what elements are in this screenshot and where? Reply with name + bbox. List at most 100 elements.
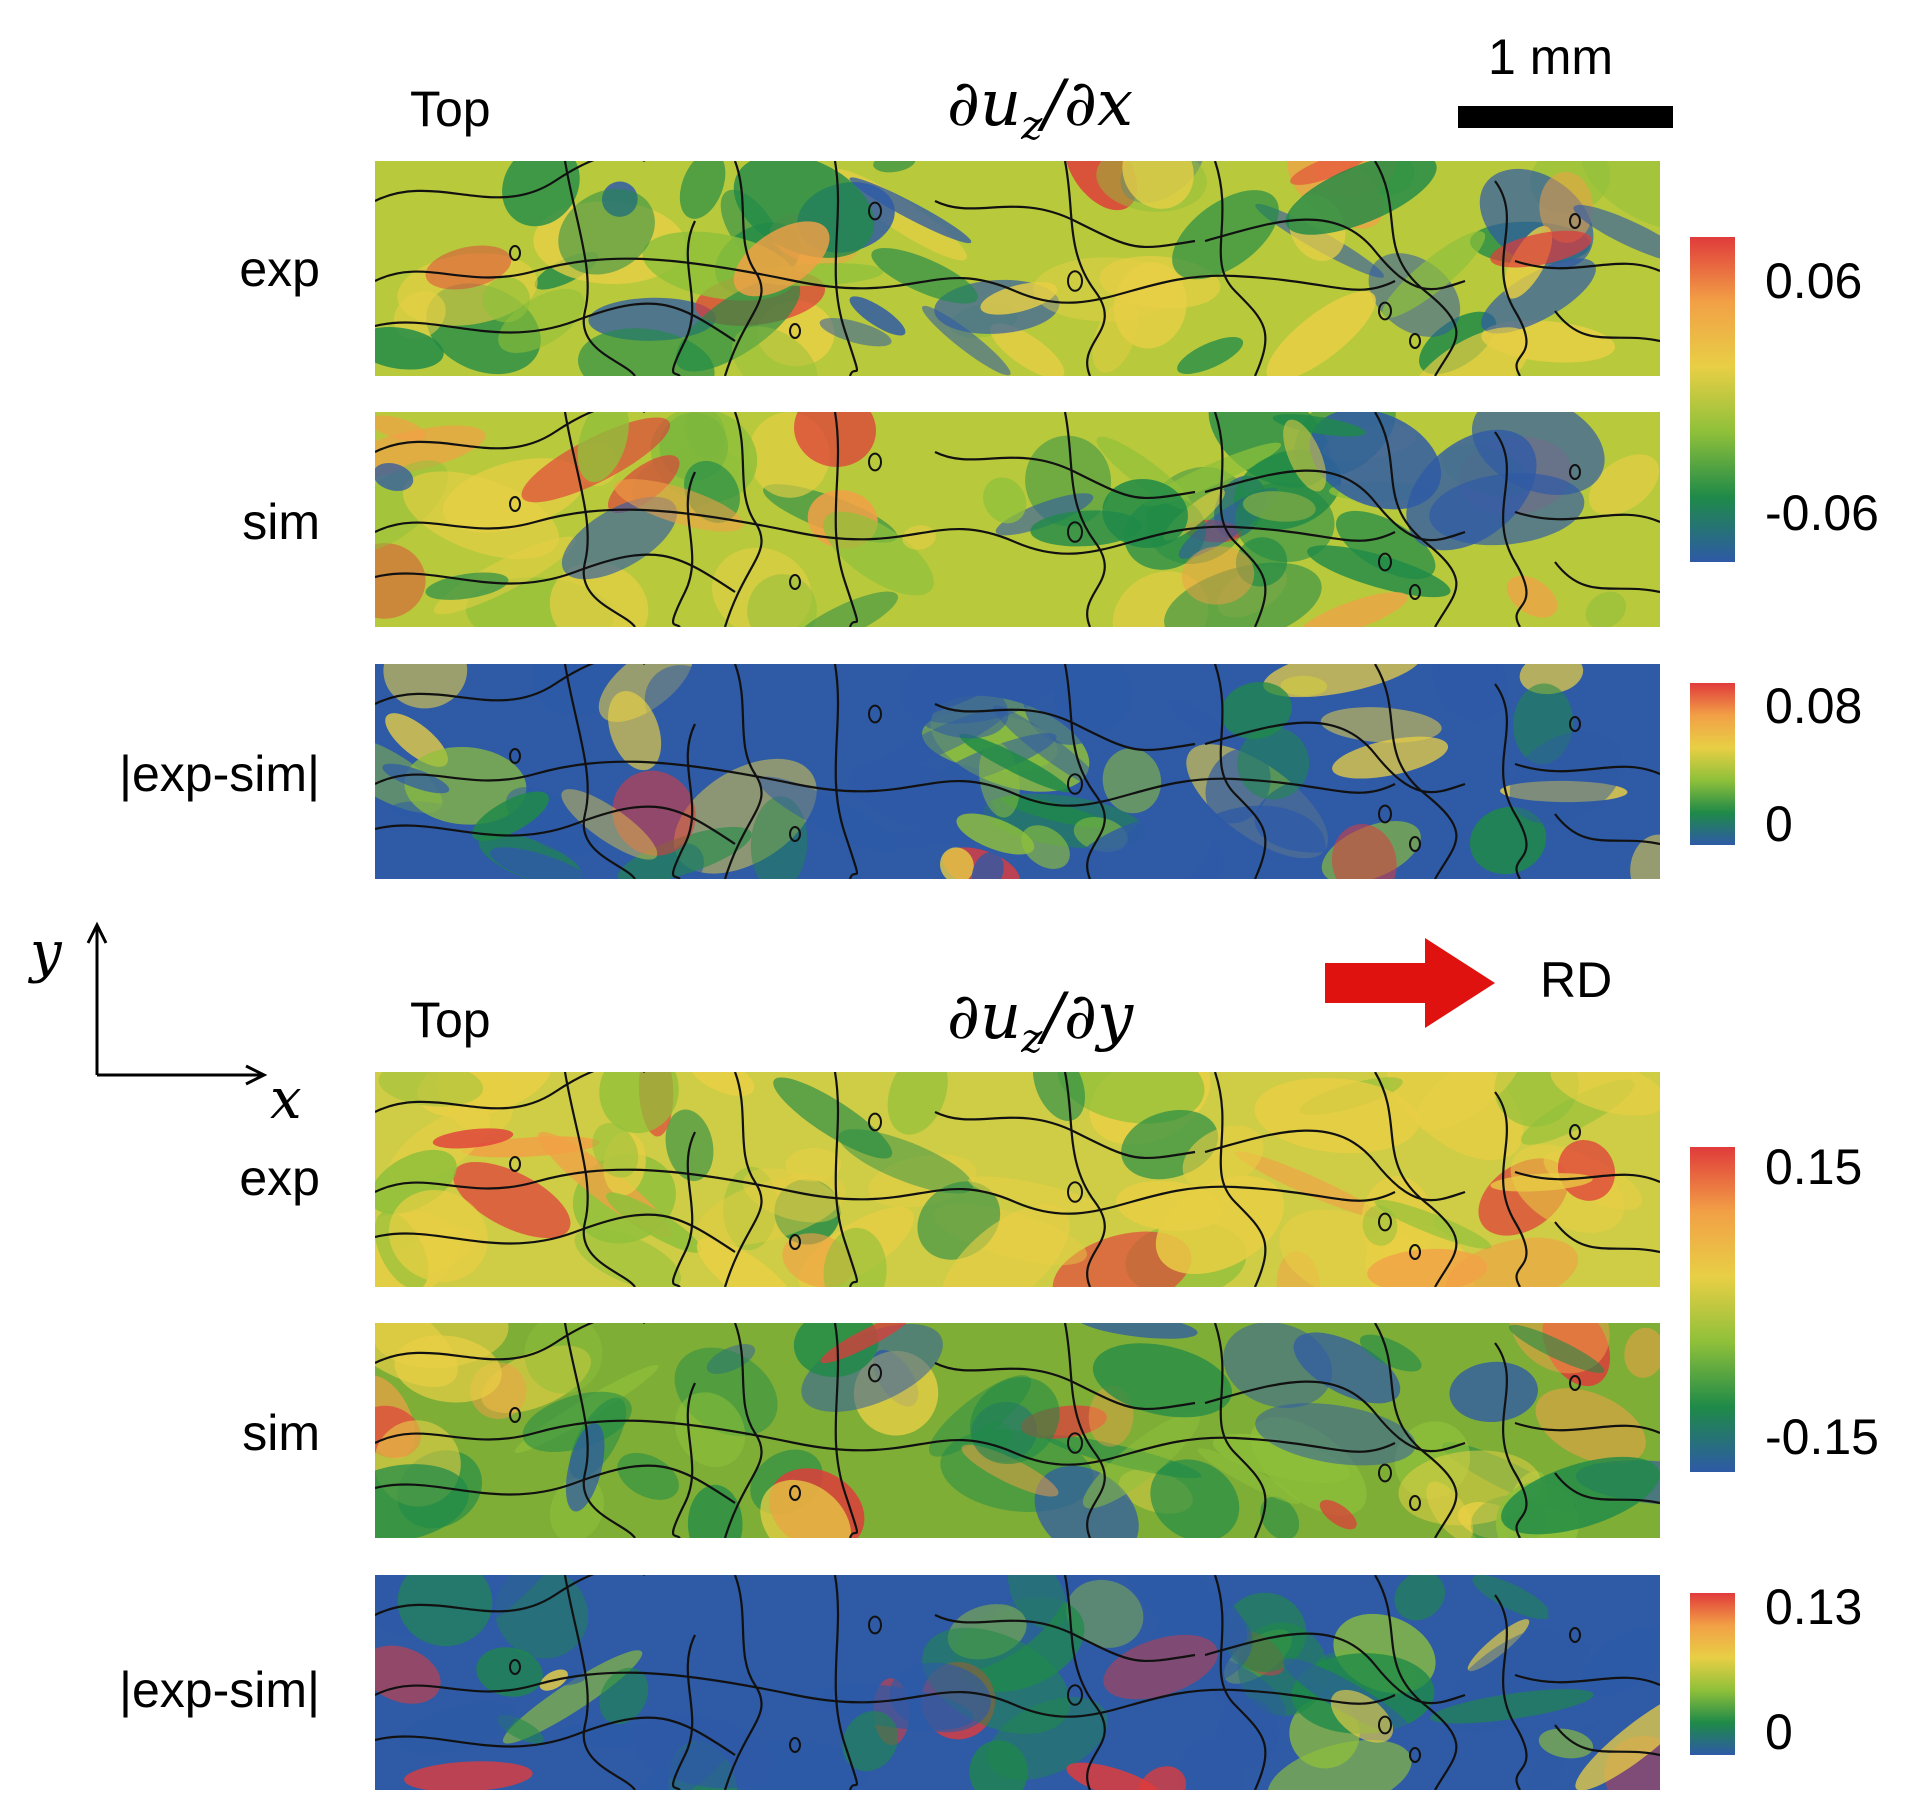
map-patch: [774, 1179, 841, 1245]
grain-loop: [868, 704, 882, 724]
map-patch: [819, 317, 892, 347]
grain-boundary: [833, 664, 859, 879]
map-patch: [375, 543, 426, 619]
map-patch: [990, 323, 1065, 376]
row-label-exp: exp: [239, 241, 320, 297]
grain-boundary: [563, 1072, 636, 1287]
map-patch: [476, 1647, 543, 1697]
map-patch: [971, 851, 1004, 879]
map-patch: [1187, 1653, 1286, 1720]
y-axis-label: y: [30, 920, 62, 985]
map-patch: [1426, 1481, 1474, 1538]
map-patch: [731, 326, 818, 376]
grain-boundary: [375, 805, 736, 845]
map-patch: [1266, 291, 1376, 376]
map-patch: [398, 1701, 517, 1754]
grain-boundary: [1213, 412, 1267, 627]
map-patch: [1007, 1575, 1067, 1629]
map-patch: [1293, 1332, 1401, 1404]
map-patch: [871, 248, 978, 304]
grain-boundary: [1554, 813, 1660, 846]
map-patch: [425, 572, 509, 600]
grain-boundary: [1204, 469, 1466, 542]
grain-boundary: [723, 1323, 763, 1538]
grain-loop: [789, 574, 801, 590]
grain-loop: [1378, 1212, 1392, 1232]
map-patch: [1103, 1634, 1218, 1700]
grain-loop: [1409, 1495, 1421, 1511]
map-patch: [1508, 1324, 1605, 1374]
grain-boundary: [1514, 510, 1660, 524]
grain-boundary: [671, 1634, 696, 1790]
map-patch: [1092, 1343, 1232, 1418]
grain-boundary: [563, 161, 636, 376]
map-patch: [1332, 736, 1449, 779]
map-patch: [1394, 1575, 1445, 1621]
map-patch: [1624, 1327, 1660, 1378]
grain-loop: [789, 1234, 801, 1250]
grain-boundary: [1514, 259, 1660, 273]
map-patch: [1290, 161, 1368, 185]
grain-loop: [1378, 301, 1392, 321]
map-patch: [1032, 1072, 1086, 1121]
grain-boundary: [375, 1671, 1396, 1718]
map-patch: [574, 1228, 682, 1287]
map-patch: [612, 770, 696, 856]
map-dudy-sim: [375, 1323, 1660, 1538]
map-patch: [1472, 1575, 1551, 1620]
grain-boundary: [934, 1362, 1196, 1411]
grain-loop: [868, 1363, 882, 1383]
grain-boundary: [375, 412, 645, 453]
grain-boundary: [671, 1131, 696, 1287]
grain-loop: [1378, 552, 1392, 572]
grain-loop: [1569, 1375, 1581, 1391]
grain-loop: [1569, 213, 1581, 229]
colorbar-dudy-diff: [1690, 1593, 1735, 1755]
grain-boundary: [934, 1614, 1196, 1663]
map-patch: [1053, 664, 1133, 733]
map-patch: [375, 1645, 441, 1704]
grain-boundary: [1494, 1091, 1528, 1287]
map-patch: [1335, 510, 1436, 580]
map-patch: [940, 1204, 1070, 1287]
grain-loop: [868, 201, 882, 221]
map-patch: [1150, 1459, 1240, 1538]
map-patch: [794, 412, 876, 467]
grain-boundary: [1554, 561, 1660, 594]
scale-bar-label: 1 mm: [1488, 29, 1613, 85]
grain-boundary: [375, 257, 1396, 304]
grain-boundary: [1374, 664, 1458, 879]
grain-loop: [1067, 773, 1083, 795]
grain-loop: [1569, 716, 1581, 732]
grain-boundary: [1213, 1575, 1267, 1790]
map-patch: [1573, 204, 1660, 263]
map-patch: [887, 1072, 948, 1135]
map-patch: [375, 1742, 419, 1790]
grain-boundary: [1063, 664, 1106, 879]
map-patch: [1263, 664, 1422, 698]
map-patch: [1432, 664, 1508, 722]
grain-loop: [509, 496, 521, 512]
grain-boundary: [1374, 161, 1458, 376]
map-patch: [791, 591, 899, 627]
map-patch: [1115, 1180, 1223, 1232]
map-patch: [956, 813, 1035, 855]
section-2-corner-label: Top: [410, 992, 491, 1048]
map-patch: [820, 1323, 912, 1364]
grain-loop: [1067, 1684, 1083, 1706]
grain-boundary: [671, 1382, 696, 1538]
map-patch: [1509, 731, 1624, 824]
map-patch: [1319, 1499, 1357, 1530]
grain-boundary: [723, 1575, 763, 1790]
grain-loop: [868, 1112, 882, 1132]
map-patch: [561, 496, 678, 580]
map-patch: [375, 462, 414, 492]
map-patch: [599, 1072, 679, 1134]
map-patch: [1164, 562, 1322, 627]
grain-boundary: [833, 161, 859, 376]
grain-boundary: [833, 412, 859, 627]
map-patch: [1057, 1072, 1205, 1124]
grain-boundary: [1554, 1724, 1660, 1757]
map-patch: [1500, 780, 1628, 803]
